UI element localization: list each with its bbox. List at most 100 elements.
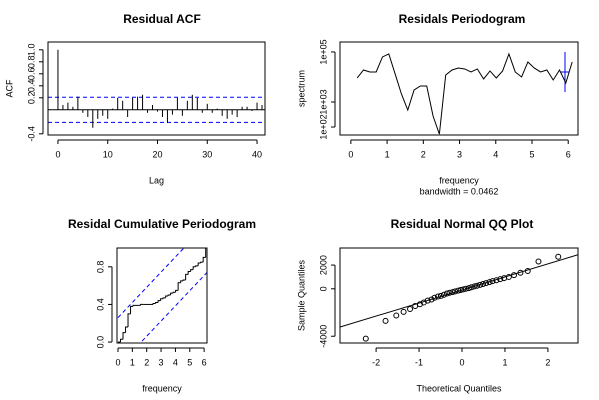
x-tick-label: 1 [385,149,390,159]
cum-step [152,302,156,305]
cum-step [165,295,169,298]
y-axis-label: spectrum [296,70,306,107]
x-axis-label: frequency [439,175,479,185]
y-tick-label: 1e+03 [318,89,328,114]
y-axis-label: Sample Quantiles [296,259,306,331]
x-tick-label: 20 [152,149,162,159]
chart-title: Residual ACF [123,12,201,26]
plot-frame [47,41,266,136]
x-tick-label: -2 [372,357,380,367]
chart-title: Residual Normal QQ Plot [391,217,534,231]
cum-step [192,266,196,270]
cum-step [202,256,206,263]
x-tick-label: -1 [415,357,423,367]
qq-point [517,269,524,276]
qq-point [489,278,496,285]
x-tick-label: 3 [159,357,164,367]
x-tick-label: 0 [459,357,464,367]
x-tick-label: 2 [421,149,426,159]
qq-point [449,289,456,296]
y-tick-label: -4000 [318,325,328,348]
cum-step [155,302,159,304]
qq-point [443,290,450,297]
qq-point [452,288,459,295]
qq-point [505,273,512,280]
y-tick-label: 1e+05 [318,39,328,64]
plot-area [117,248,207,343]
qq-point [400,308,407,315]
cum-step [120,338,124,343]
y-tick-label: 0.4 [26,80,36,93]
cum-step [140,303,144,306]
plot-area [340,253,578,342]
y-tick-label: 0.0 [95,336,105,349]
y-tick-label: 2000 [318,255,328,275]
qq-point [493,277,500,284]
cum-step [160,298,164,301]
y-tick-label: 1e+02 [318,114,328,139]
qq-point [431,294,438,301]
cum-step [195,265,199,267]
panel: Residual Normal QQ Plot Theoretical Quant… [296,217,579,393]
panel: Residual ACF Lag ACF 0 10 20 30 40 -0.4 0.20.40.6… [4,12,266,185]
x-tick-label: 2 [545,357,550,367]
cum-step [172,291,176,294]
x-tick-label: 5 [187,357,192,367]
qq-point [446,289,453,296]
qq-point [382,317,389,324]
x-tick-label: 1 [130,357,135,367]
ci-line [139,272,207,343]
cum-step [190,269,194,272]
cum-step [162,297,166,299]
qq-line [340,254,578,328]
x-tick-label: 30 [202,149,212,159]
qq-point [428,296,435,303]
qq-point [477,281,484,288]
plot-area [48,49,265,128]
y-tick-label: 0.8 [26,56,36,69]
chart-title: Residals Periodogram [399,12,526,26]
x-tick-label: 6 [566,149,571,159]
qq-point [460,286,467,293]
qq-point [535,258,542,265]
cum-step [187,271,191,275]
plot-frame [339,41,579,136]
panel: Residal Cumulative Periodogram frequency 0… [68,217,256,393]
y-tick-label: 0.4 [95,298,105,311]
qq-point [468,284,475,291]
x-tick-label: 3 [457,149,462,159]
qq-point [440,291,447,298]
qq-point [437,292,444,299]
x-axis-label: frequency [142,383,182,393]
plot-area [356,52,573,135]
qq-point [462,285,469,292]
x-tick-label: 10 [103,149,113,159]
x-axis-label: Theoretical Quantiles [416,383,502,393]
qq-point [407,305,414,312]
qq-point [471,283,478,290]
cum-step [127,313,131,328]
y-tick-label: 0 [318,286,328,291]
cum-step [185,273,189,280]
cum-step [177,282,181,291]
y-tick-label: 1.0 [26,44,36,57]
qq-point [510,272,517,279]
qq-point [393,312,400,319]
qq-point [474,282,481,289]
qq-point [486,279,493,286]
cum-step [125,326,129,333]
cum-step [175,289,179,293]
x-tick-label: 2 [144,357,149,367]
cum-step [157,300,161,303]
x-tick-label: 0 [55,149,60,159]
x-tick-label: 5 [529,149,534,159]
qq-point [362,335,369,342]
qq-point [555,253,562,260]
y-tick-label: -0.4 [26,126,36,142]
spectrum-line [356,52,573,135]
x-tick-label: 4 [493,149,498,159]
cum-step [167,294,171,296]
